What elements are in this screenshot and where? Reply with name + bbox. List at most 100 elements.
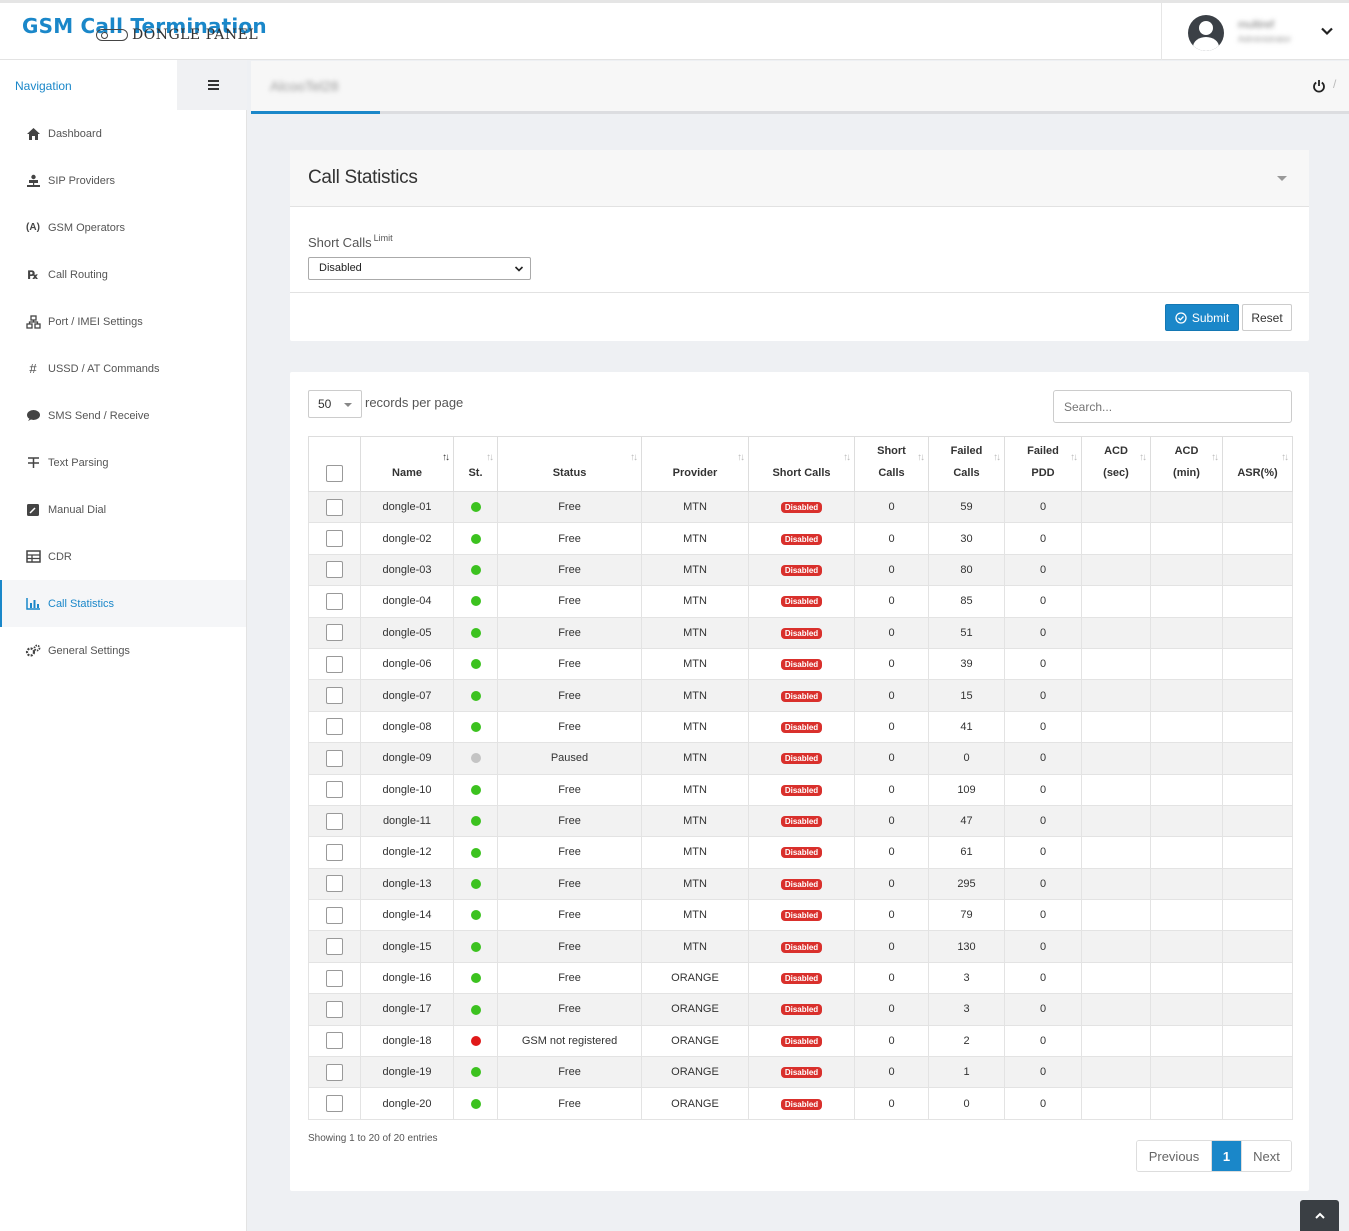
cell-acd-sec <box>1081 930 1151 963</box>
table-row[interactable]: dongle-12 Free MTN Disabled 0 61 0 <box>308 836 1293 869</box>
sidebar-item-cdr[interactable]: CDR <box>0 533 246 580</box>
row-checkbox[interactable] <box>326 812 343 830</box>
row-checkbox[interactable] <box>326 906 343 924</box>
row-checkbox[interactable] <box>326 781 343 799</box>
table-row[interactable]: dongle-02 Free MTN Disabled 0 30 0 <box>308 522 1293 555</box>
cell-name: dongle-18 <box>360 1025 454 1057</box>
row-select-cell <box>308 1056 361 1088</box>
sidebar-item-ussd[interactable]: # USSD / AT Commands <box>0 345 246 392</box>
row-checkbox[interactable] <box>326 1095 343 1113</box>
column-header[interactable]: Provider ↑↓ <box>641 436 749 492</box>
row-checkbox[interactable] <box>326 624 343 642</box>
row-checkbox[interactable] <box>326 687 343 705</box>
row-checkbox[interactable] <box>326 938 343 956</box>
table-row[interactable]: dongle-01 Free MTN Disabled 0 59 0 <box>308 491 1293 523</box>
column-header[interactable]: Short Calls ↑↓ <box>854 436 929 492</box>
cell-short-calls: 0 <box>854 805 929 837</box>
table-row[interactable]: dongle-18 GSM not registered ORANGE Disable… <box>308 1025 1293 1057</box>
table-row[interactable]: dongle-06 Free MTN Disabled 0 39 0 <box>308 648 1293 680</box>
next-page-button[interactable]: Next <box>1241 1141 1291 1171</box>
cell-status: GSM not registered <box>497 1025 642 1057</box>
table-row[interactable]: dongle-20 Free ORANGE Disabled 0 0 0 <box>308 1087 1293 1120</box>
cell-failed-calls: 79 <box>928 899 1005 931</box>
table-row[interactable]: dongle-04 Free MTN Disabled 0 85 0 <box>308 585 1293 618</box>
select-all-checkbox[interactable] <box>326 464 343 482</box>
row-checkbox[interactable] <box>326 1032 343 1050</box>
column-header[interactable]: Name ↑↓ <box>360 436 454 492</box>
short-calls-select[interactable]: Disabled <box>308 257 531 280</box>
column-header-line2: St. <box>468 467 483 479</box>
page-1-button[interactable]: 1 <box>1212 1141 1241 1171</box>
cell-failed-pdd: 0 <box>1004 868 1082 900</box>
user-menu[interactable]: multiref Administrator <box>1161 3 1349 60</box>
row-checkbox[interactable] <box>326 498 343 516</box>
table-row[interactable]: dongle-14 Free MTN Disabled 0 79 0 <box>308 899 1293 931</box>
table-row[interactable]: dongle-19 Free ORANGE Disabled 0 1 0 <box>308 1056 1293 1088</box>
row-checkbox[interactable] <box>326 1063 343 1081</box>
cell-acd-sec <box>1081 711 1151 743</box>
cell-acd-min <box>1150 742 1223 775</box>
column-header[interactable]: ACD (min) ↑↓ <box>1150 436 1223 492</box>
column-header-line1: ACD <box>1174 445 1199 457</box>
collapse-caret-icon[interactable] <box>1277 176 1287 181</box>
sidebar-item-call-routing[interactable]: ℞ Call Routing <box>0 251 246 298</box>
sidebar-item-sip-providers[interactable]: SIP Providers <box>0 157 246 204</box>
column-header[interactable]: ASR(%) ↑↓ <box>1222 436 1293 492</box>
table-row[interactable]: dongle-13 Free MTN Disabled 0 295 0 <box>308 868 1293 900</box>
column-header[interactable]: St. ↑↓ <box>453 436 498 492</box>
table-row[interactable]: dongle-07 Free MTN Disabled 0 15 0 <box>308 679 1293 712</box>
column-header[interactable]: Status ↑↓ <box>497 436 642 492</box>
table-row[interactable]: dongle-03 Free MTN Disabled 0 80 0 <box>308 554 1293 586</box>
chevron-down-icon[interactable] <box>1320 24 1334 38</box>
page-length-select[interactable]: 50 <box>308 390 362 418</box>
scroll-top-button[interactable] <box>1300 1200 1339 1231</box>
table-header-row: Name ↑↓ St. ↑↓ Status ↑↓ Provider ↑↓ Short Calls… <box>308 436 1293 492</box>
status-dot-icon <box>470 627 481 638</box>
row-checkbox[interactable] <box>326 592 343 610</box>
status-dot-cell <box>453 899 498 931</box>
sidebar-item-call-statistics[interactable]: Call Statistics <box>0 580 246 627</box>
row-checkbox[interactable] <box>326 530 343 548</box>
table-row[interactable]: dongle-15 Free MTN Disabled 0 130 0 <box>308 930 1293 963</box>
row-checkbox[interactable] <box>326 969 343 987</box>
row-checkbox[interactable] <box>326 561 343 579</box>
row-checkbox[interactable] <box>326 1000 343 1018</box>
reset-button[interactable]: Reset <box>1242 304 1292 331</box>
sidebar-item-text-parsing[interactable]: Text Parsing <box>0 439 246 486</box>
app-logo[interactable]: GSM Call Termination <box>22 14 267 38</box>
previous-page-button[interactable]: Previous <box>1137 1141 1212 1171</box>
column-header[interactable]: ACD (sec) ↑↓ <box>1081 436 1151 492</box>
table-row[interactable]: dongle-17 Free ORANGE Disabled 0 3 0 <box>308 993 1293 1026</box>
row-checkbox[interactable] <box>326 718 343 736</box>
sidebar-item-manual-dial[interactable]: Manual Dial <box>0 486 246 533</box>
sidebar-item-gsm-operators[interactable]: (A) GSM Operators <box>0 204 246 251</box>
sidebar-item-port-imei[interactable]: Port / IMEI Settings <box>0 298 246 345</box>
avatar[interactable] <box>1188 15 1224 51</box>
menu-toggle-button[interactable] <box>177 60 247 110</box>
submit-button[interactable]: Submit <box>1165 304 1239 331</box>
table-row[interactable]: dongle-10 Free MTN Disabled 0 109 0 <box>308 774 1293 806</box>
row-checkbox[interactable] <box>326 655 343 673</box>
table-row[interactable]: dongle-05 Free MTN Disabled 0 51 0 <box>308 617 1293 649</box>
cell-acd-min <box>1150 711 1223 743</box>
search-input[interactable] <box>1053 390 1292 423</box>
sidebar-item-dashboard[interactable]: Dashboard <box>0 110 246 157</box>
row-checkbox[interactable] <box>326 875 343 893</box>
power-icon[interactable] <box>1312 79 1326 93</box>
cell-failed-calls: 0 <box>928 1087 1005 1120</box>
table-row[interactable]: dongle-11 Free MTN Disabled 0 47 0 <box>308 805 1293 837</box>
sidebar-item-general-settings[interactable]: General Settings <box>0 627 246 674</box>
table-row[interactable]: dongle-08 Free MTN Disabled 0 41 0 <box>308 711 1293 743</box>
tab-active[interactable]: AlcooTel28 <box>251 61 380 114</box>
status-dot-icon <box>470 659 481 670</box>
row-checkbox[interactable] <box>326 843 343 861</box>
column-header[interactable]: Failed Calls ↑↓ <box>928 436 1005 492</box>
table-row[interactable]: dongle-09 Paused MTN Disabled 0 0 0 <box>308 742 1293 775</box>
table-row[interactable]: dongle-16 Free ORANGE Disabled 0 3 0 <box>308 962 1293 994</box>
row-checkbox[interactable] <box>326 749 343 767</box>
status-dot-cell <box>453 805 498 837</box>
sidebar-item-sms[interactable]: SMS Send / Receive <box>0 392 246 439</box>
column-header[interactable]: Short Calls ↑↓ <box>748 436 855 492</box>
column-header[interactable]: Failed PDD ↑↓ <box>1004 436 1082 492</box>
cell-short-calls: 0 <box>854 899 929 931</box>
